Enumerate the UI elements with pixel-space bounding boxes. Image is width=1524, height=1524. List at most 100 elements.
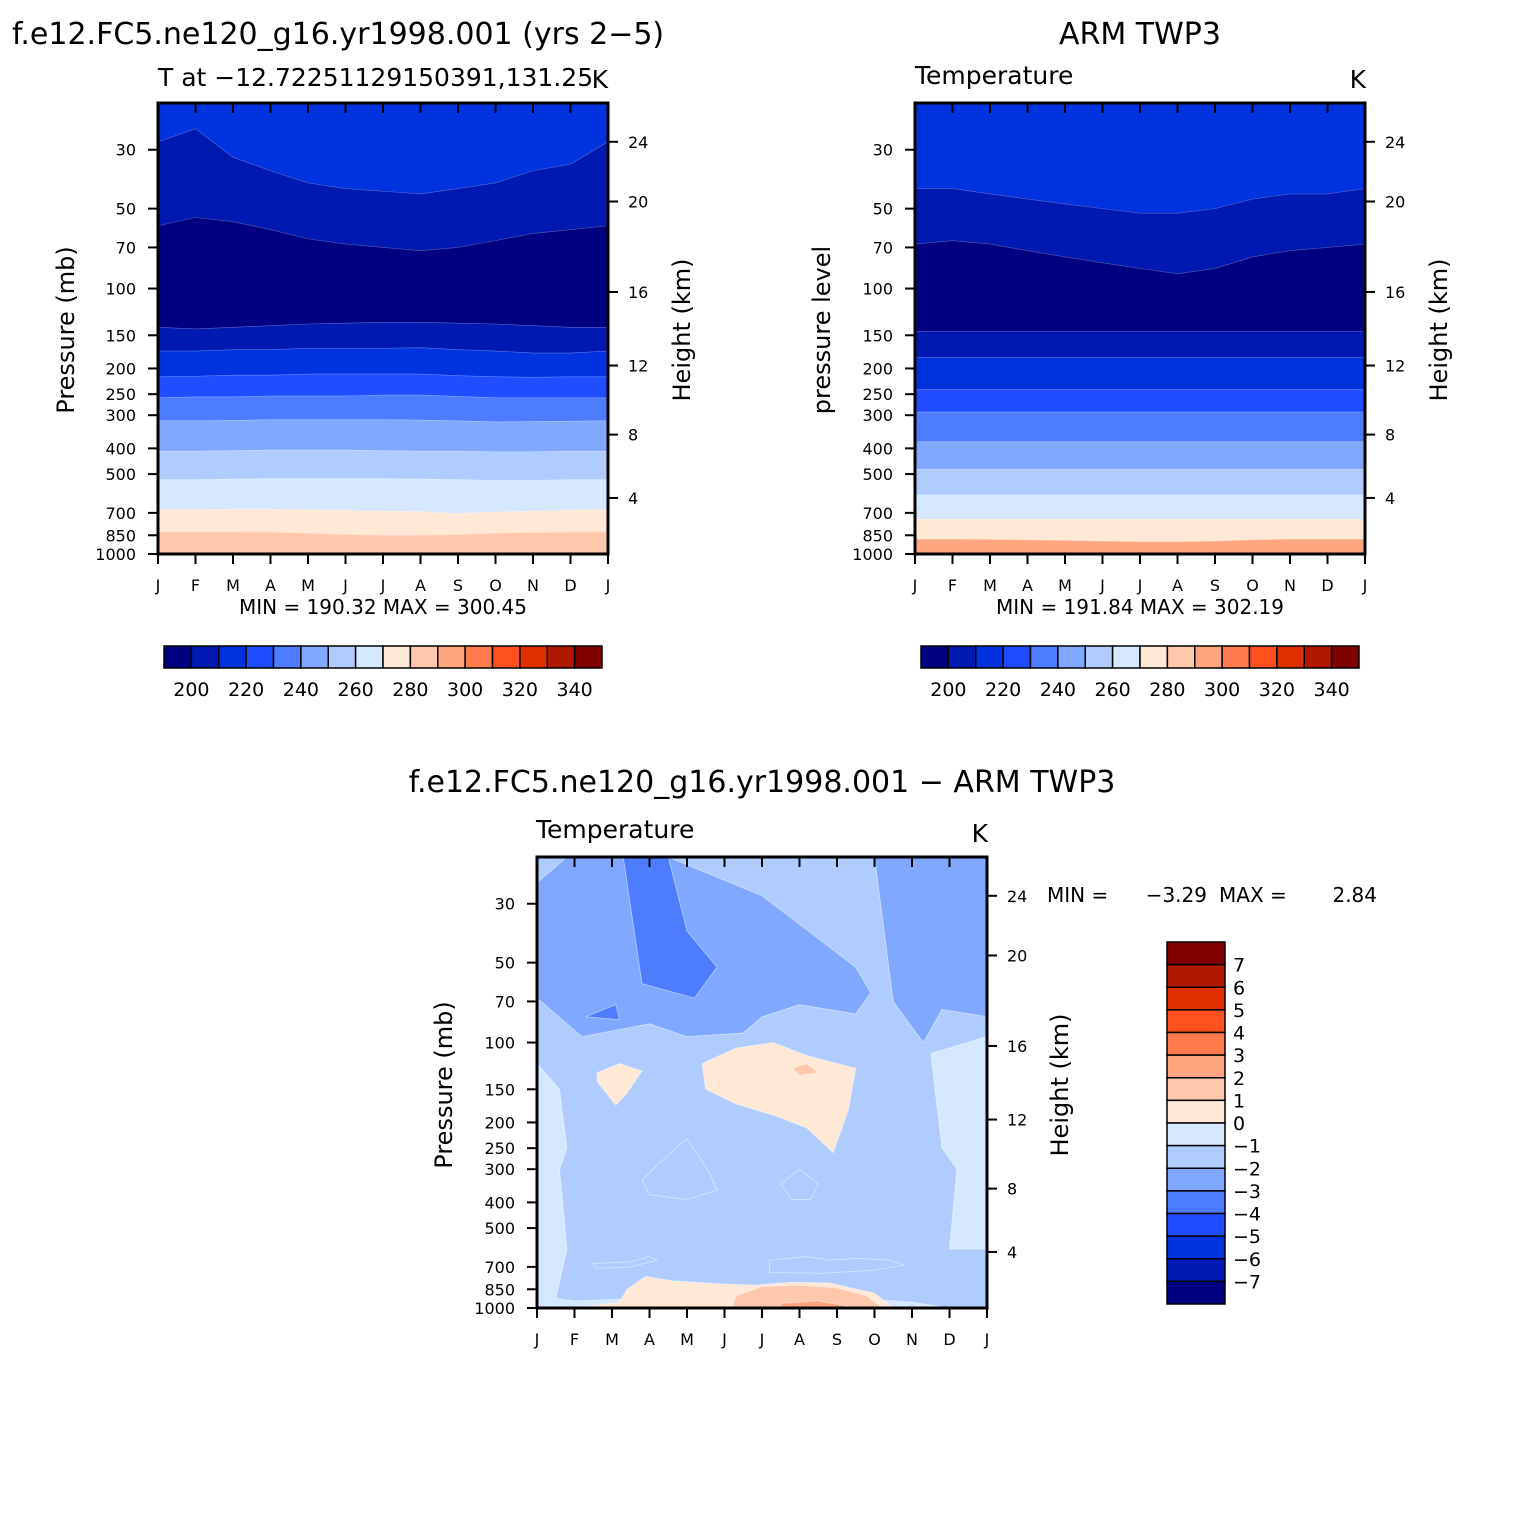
y-tick-label: 1000 (95, 545, 136, 564)
colorbar-label: 220 (228, 679, 264, 701)
y-right-tick-label: 12 (628, 357, 648, 376)
contour-band (915, 539, 1365, 554)
y-tick-label: 200 (484, 1113, 515, 1132)
y-right-tick-label: 16 (628, 283, 648, 302)
x-tick-label: A (265, 576, 276, 595)
x-tick-label: A (1172, 576, 1183, 595)
panel-diff-title: f.e12.FC5.ne120_g16.yr1998.001 − ARM TWP… (409, 765, 1116, 800)
contour-band (158, 449, 608, 481)
x-tick-label: J (342, 576, 348, 595)
colorbar-label: 6 (1233, 977, 1245, 999)
y-right-tick-label: 8 (1385, 426, 1395, 445)
x-tick-label: J (759, 1330, 765, 1349)
x-tick-label: N (527, 576, 539, 595)
y-tick-label: 30 (873, 141, 893, 160)
y-tick-label: 300 (862, 406, 893, 425)
y-tick-label: 500 (105, 465, 136, 484)
contour-band (158, 373, 608, 399)
colorbar-swatch (573, 645, 603, 669)
y-tick-label: 100 (484, 1034, 515, 1053)
panel-diff-ylabel: Pressure (mb) (430, 1001, 458, 1168)
y-right-tick-label: 24 (1007, 887, 1027, 906)
colorbar-label: 1 (1233, 1090, 1245, 1112)
panel-obs-plot: J F M A M J J A S O N D J 30 50 70 100 150 200 250 300 400 500… (852, 101, 1405, 595)
contour-line (158, 394, 608, 399)
colorbar-swatch (1084, 645, 1114, 669)
x-tick-label: N (1284, 576, 1296, 595)
colorbar-swatch (1166, 1144, 1226, 1169)
colorbar-label: 340 (1313, 679, 1349, 701)
colorbar-swatch (437, 645, 466, 669)
colorbar-label: −6 (1233, 1249, 1261, 1271)
panel-obs-ylabel: pressure level (808, 246, 836, 414)
colorbar-swatch (1057, 645, 1086, 669)
x-tick-label: M (1058, 576, 1072, 595)
contour-line (915, 188, 1365, 214)
x-tick-label: A (1022, 576, 1033, 595)
contour-field (537, 857, 987, 1308)
y-tick-label: 30 (495, 895, 515, 914)
colorbar-swatch (1221, 645, 1251, 669)
contour-line (158, 128, 608, 195)
contour-band (915, 494, 1365, 520)
contour-line (158, 217, 608, 251)
colorbar-label: −7 (1233, 1271, 1261, 1293)
panel-model-plot: J F M A M J J A S O N D J 30 50 70 100 150 200 250 300 400 500… (95, 101, 648, 595)
colorbar-swatch (1166, 986, 1226, 1011)
colorbar-swatch (1166, 1122, 1226, 1147)
contour-line (915, 538, 1365, 543)
colorbar-label: −1 (1233, 1136, 1261, 1158)
colorbar-swatch (409, 645, 439, 669)
panel-model-colorbar: 200 220 240 260 280 300 320 340 (163, 645, 603, 701)
contour-region (585, 1004, 621, 1021)
y-tick-label: 400 (105, 439, 136, 458)
y-right-tick-label: 8 (628, 426, 638, 445)
x-tick-label: F (948, 576, 957, 595)
contour-line (158, 419, 608, 423)
y-tick-label: 30 (116, 141, 136, 160)
colorbar-swatch (382, 645, 412, 669)
panel-diff-subtitle: Temperature (535, 815, 694, 844)
panel-obs-title: ARM TWP3 (1059, 17, 1221, 52)
colorbar-label: 300 (1204, 679, 1240, 701)
colorbar-swatch (546, 645, 576, 669)
x-tick-label: A (415, 576, 426, 595)
contour-region (596, 1063, 643, 1106)
colorbar-label: 2 (1233, 1068, 1245, 1090)
colorbar-swatch (1248, 645, 1278, 669)
y-tick-label: 300 (105, 406, 136, 425)
y-tick-label: 150 (105, 326, 136, 345)
x-tick-label: M (605, 1330, 619, 1349)
contour-field (915, 103, 1365, 554)
colorbar-label: 4 (1233, 1023, 1245, 1045)
colorbar-swatch (1166, 1054, 1226, 1079)
y-right-tick-label: 8 (1007, 1180, 1017, 1199)
x-tick-label: D (564, 576, 576, 595)
contour-line (158, 478, 608, 481)
colorbar-label: 320 (1259, 679, 1295, 701)
contour-band (158, 478, 608, 514)
panel-model-subtitle: T at −12.72251129150391,131.25 (157, 63, 593, 92)
x-tick-label: O (1246, 576, 1259, 595)
contour-field (158, 103, 608, 554)
y-tick-label: 500 (484, 1219, 515, 1238)
colorbar-label: 320 (502, 679, 538, 701)
colorbar-swatch (190, 645, 220, 669)
y-right-tick-label: 16 (1007, 1037, 1027, 1056)
y-right-tick-label: 4 (1385, 489, 1395, 508)
colorbar-swatch (1139, 645, 1169, 669)
y-tick-label: 1000 (474, 1299, 515, 1318)
contour-line (158, 508, 608, 515)
colorbar-label: 7 (1233, 955, 1245, 977)
contour-band (915, 331, 1365, 358)
panel-model-units: K (592, 65, 609, 94)
contour-region (622, 857, 718, 999)
colorbar-swatch (1166, 1280, 1226, 1305)
colorbar-label: −2 (1233, 1158, 1261, 1180)
colorbar-swatch (947, 645, 977, 669)
y-right-tick-label: 24 (1385, 133, 1405, 152)
colorbar-swatch (1166, 941, 1226, 966)
y-tick-label: 70 (116, 238, 136, 257)
x-tick-label: S (832, 1330, 842, 1349)
